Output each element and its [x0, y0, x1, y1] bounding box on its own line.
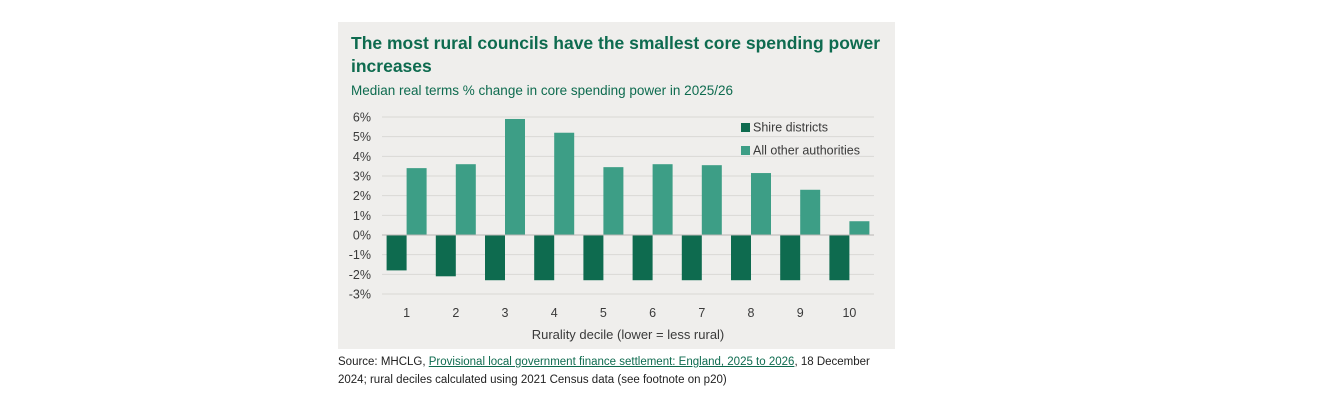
- shire-districts-bar: [534, 235, 555, 281]
- x-tick-label: 7: [698, 306, 705, 320]
- other-authorities-bar: [751, 173, 771, 235]
- shire-districts-bar: [583, 235, 604, 281]
- x-tick-label: 6: [649, 306, 656, 320]
- x-tick-label: 4: [551, 306, 558, 320]
- legend-swatch: [741, 123, 750, 132]
- y-tick-label: 3%: [353, 170, 371, 184]
- source-note: Source: MHCLG, Provisional local governm…: [338, 353, 898, 389]
- other-authorities-bar: [554, 132, 575, 235]
- y-tick-label: 4%: [353, 150, 371, 164]
- legend: Shire districts All other authorities: [741, 121, 860, 158]
- chart-figure: The most rural councils have the smalles…: [338, 22, 895, 349]
- source-prefix: Source: MHCLG,: [338, 356, 429, 368]
- x-tick-label: 10: [842, 306, 856, 320]
- legend-swatch: [741, 146, 750, 155]
- x-tick-label: 5: [600, 306, 607, 320]
- x-tick-label: 8: [748, 306, 755, 320]
- x-tick-label: 3: [502, 306, 509, 320]
- shire-districts-bar: [485, 235, 505, 281]
- y-tick-label: 6%: [353, 111, 371, 125]
- other-authorities-bar: [603, 167, 624, 235]
- x-axis-ticks: 1 2 3 4 5 6 7 8 9 10: [403, 306, 856, 320]
- chart-subtitle: Median real terms % change in core spend…: [351, 83, 733, 98]
- shire-districts-bar: [632, 235, 653, 281]
- y-axis-ticks: 6% 5% 4% 3% 2% 1% 0% -1% -2% -3%: [349, 111, 371, 302]
- shire-districts-bar: [829, 235, 850, 281]
- source-link[interactable]: Provisional local government finance set…: [428, 356, 795, 368]
- other-authorities-bar: [849, 221, 870, 235]
- shire-districts-bar: [681, 235, 702, 281]
- other-authorities-bar: [406, 168, 427, 235]
- shire-districts-bar: [386, 235, 407, 271]
- y-tick-label: 0%: [353, 229, 371, 243]
- y-tick-label: -3%: [349, 288, 371, 302]
- other-authorities-bar: [652, 164, 673, 235]
- chart-title: The most rural councils have the smalles…: [351, 33, 881, 76]
- shire-districts-bar: [731, 235, 751, 281]
- y-tick-label: 1%: [353, 209, 371, 223]
- x-tick-label: 2: [452, 306, 459, 320]
- shire-districts-bar: [435, 235, 456, 277]
- x-axis-label: Rurality decile (lower = less rural): [532, 327, 725, 342]
- other-authorities-bar: [800, 189, 821, 235]
- bars: [386, 118, 870, 281]
- x-tick-label: 1: [403, 306, 410, 320]
- legend-label: All other authorities: [753, 144, 860, 158]
- other-authorities-bar: [701, 165, 722, 235]
- other-authorities-bar: [455, 164, 476, 235]
- y-tick-label: -1%: [349, 248, 371, 262]
- legend-label: Shire districts: [753, 121, 828, 135]
- y-tick-label: 2%: [353, 189, 371, 203]
- x-tick-label: 9: [797, 306, 804, 320]
- other-authorities-bar: [505, 118, 525, 235]
- shire-districts-bar: [780, 235, 801, 281]
- source-suffix: , 18 December 2024; rural deciles calcul…: [338, 356, 870, 386]
- bar-chart: 6% 5% 4% 3% 2% 1% 0% -1% -2% -3% 1 2 3 4 5 6 7 8 9 10 Rura…: [349, 111, 874, 342]
- y-tick-label: 5%: [353, 130, 371, 144]
- y-tick-label: -2%: [349, 268, 371, 282]
